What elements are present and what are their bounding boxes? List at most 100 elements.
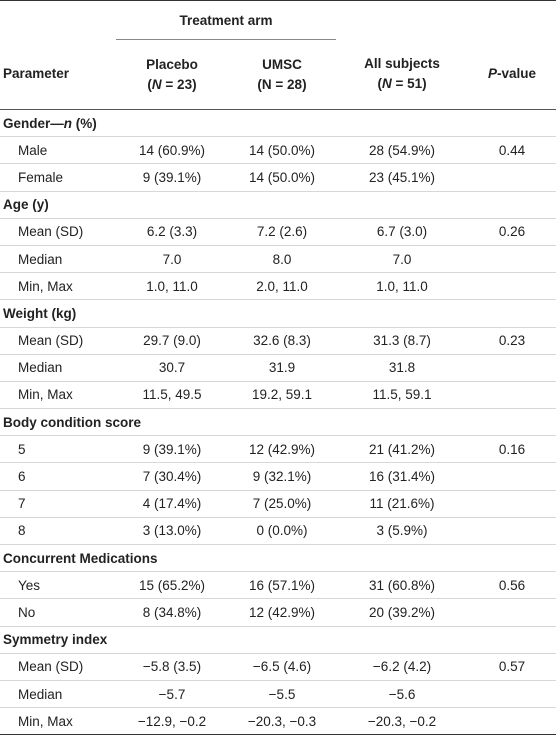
data-row: Median −5.7 −5.5 −5.6: [0, 680, 556, 709]
cell-umsc: −6.5 (4.6): [228, 653, 337, 681]
header-n: = 23): [161, 76, 197, 92]
data-row: Female 9 (39.1%) 14 (50.0%) 23 (45.1%): [0, 163, 556, 192]
cell-empty: [468, 517, 556, 546]
cell-umsc: 12 (42.9%): [228, 598, 337, 627]
row-label: Min, Max: [0, 272, 116, 301]
section-row: Symmetry index: [0, 626, 556, 654]
cell-all: 3 (5.9%): [336, 517, 469, 546]
cell-all: −5.6: [336, 680, 469, 709]
data-row: No 8 (34.8%) 12 (42.9%) 20 (39.2%): [0, 598, 556, 627]
header-n: (N = 28): [257, 76, 307, 92]
cell-umsc: 2.0, 11.0: [228, 272, 337, 301]
data-row: Male 14 (60.9%) 14 (50.0%) 28 (54.9%) 0.44: [0, 136, 556, 165]
cell-empty: [468, 490, 556, 518]
cell-placebo: −12.9, −0.2: [116, 707, 228, 735]
row-label: Yes: [0, 571, 116, 600]
data-row: Min, Max 1.0, 11.0 2.0, 11.0 1.0, 11.0: [0, 272, 556, 301]
header-p: -value: [497, 66, 537, 82]
section-row: Gender—n (%): [0, 109, 556, 138]
row-label: 5: [0, 435, 116, 464]
cell-umsc: 31.9: [228, 354, 337, 382]
row-label: Mean (SD): [0, 653, 116, 681]
row-label: Median: [0, 680, 116, 709]
cell-empty: [468, 354, 556, 382]
section-title-part: Body condition score: [3, 414, 142, 430]
cell-placebo: 29.7 (9.0): [116, 327, 228, 355]
cell-all: 11 (21.6%): [336, 490, 469, 518]
row-label: Mean (SD): [0, 327, 116, 355]
cell-umsc: 8.0: [228, 245, 337, 274]
cell-all: 7.0: [336, 245, 469, 274]
column-header: Placebo (N = 23): [116, 39, 228, 110]
cell-empty: [468, 462, 556, 491]
data-row: Mean (SD) 29.7 (9.0) 32.6 (8.3) 31.3 (8.7) 0…: [0, 327, 556, 355]
header-n: = 51): [391, 76, 427, 92]
column-header: Parameter: [0, 39, 116, 110]
header-label: UMSC: [262, 56, 302, 72]
cell-umsc: −20.3, −0.3: [228, 707, 337, 735]
data-row: Yes 15 (65.2%) 16 (57.1%) 31 (60.8%) 0.56: [0, 571, 556, 600]
section-title-part: Symmetry index: [3, 632, 108, 648]
section-title-part: Age (y): [3, 197, 49, 213]
section-title: Symmetry index: [0, 626, 556, 654]
cell-empty: [468, 598, 556, 627]
cell-umsc: −5.5: [228, 680, 337, 709]
cell-placebo: 6.2 (3.3): [116, 218, 228, 246]
data-row: Min, Max 11.5, 49.5 19.2, 59.1 11.5, 59.1: [0, 381, 556, 410]
section-title-part: (%): [72, 115, 97, 131]
cell-placebo: 11.5, 49.5: [116, 381, 228, 410]
section-row: Body condition score: [0, 408, 556, 437]
section-title-part: Gender—: [3, 115, 64, 131]
section-title: Age (y): [0, 191, 556, 219]
header-n: N: [151, 76, 162, 92]
group-header: Treatment arm: [116, 0, 337, 40]
section-title: Concurrent Medications: [0, 544, 556, 573]
row-label: Min, Max: [0, 381, 116, 410]
table-body: Gender—n (%) Male 14 (60.9%) 14 (50.0%) 28 (…: [0, 109, 556, 735]
cell-p-value: 0.57: [468, 653, 556, 681]
cell-umsc: 14 (50.0%): [228, 136, 337, 165]
cell-umsc: 16 (57.1%): [228, 571, 337, 600]
row-label: 6: [0, 462, 116, 491]
cell-placebo: 4 (17.4%): [116, 490, 228, 518]
row-label: No: [0, 598, 116, 627]
group-header-row: Treatment arm: [0, 0, 556, 40]
section-row: Weight (kg): [0, 299, 556, 328]
row-label: 8: [0, 517, 116, 546]
column-header: UMSC (N = 28): [228, 39, 337, 110]
cell-empty: [468, 163, 556, 192]
cell-all: 31.3 (8.7): [336, 327, 469, 355]
header-row: Parameter Placebo (N = 23) UMSC (N = 28) A…: [0, 39, 556, 110]
cell-p-value: 0.26: [468, 218, 556, 246]
section-title-part: n: [63, 115, 73, 131]
cell-all: −6.2 (4.2): [336, 653, 469, 681]
section-row: Concurrent Medications: [0, 544, 556, 573]
cell-placebo: 8 (34.8%): [116, 598, 228, 627]
cell-all: 16 (31.4%): [336, 462, 469, 491]
row-label: Female: [0, 163, 116, 192]
cell-umsc: 19.2, 59.1: [228, 381, 337, 410]
cell-umsc: 9 (32.1%): [228, 462, 337, 491]
cell-empty: [468, 680, 556, 709]
cell-p-value: 0.44: [468, 136, 556, 165]
cell-umsc: 0 (0.0%): [228, 517, 337, 546]
cell-all: 28 (54.9%): [336, 136, 469, 165]
row-label: Male: [0, 136, 116, 165]
data-row: Median 30.7 31.9 31.8: [0, 354, 556, 382]
section-title: Weight (kg): [0, 299, 556, 328]
column-header: P-value: [468, 39, 556, 110]
row-label: Median: [0, 354, 116, 382]
row-label: Median: [0, 245, 116, 274]
cell-placebo: 9 (39.1%): [116, 435, 228, 464]
cell-all: 31.8: [336, 354, 469, 382]
cell-empty: [468, 245, 556, 274]
data-row: Mean (SD) −5.8 (3.5) −6.5 (4.6) −6.2 (4.2) 0…: [0, 653, 556, 681]
cell-all: 31 (60.8%): [336, 571, 469, 600]
header-p: P: [487, 66, 497, 82]
cell-placebo: 1.0, 11.0: [116, 272, 228, 301]
cell-umsc: 12 (42.9%): [228, 435, 337, 464]
